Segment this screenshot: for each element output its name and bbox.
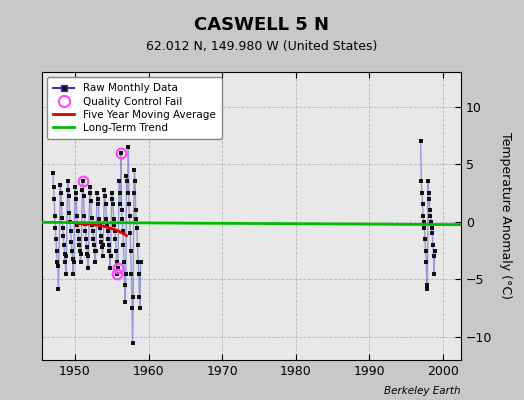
- Legend: Raw Monthly Data, Quality Control Fail, Five Year Moving Average, Long-Term Tren: Raw Monthly Data, Quality Control Fail, …: [47, 77, 222, 139]
- Text: 62.012 N, 149.980 W (United States): 62.012 N, 149.980 W (United States): [146, 40, 378, 53]
- Text: CASWELL 5 N: CASWELL 5 N: [194, 16, 330, 34]
- Text: Berkeley Earth: Berkeley Earth: [385, 386, 461, 396]
- Y-axis label: Temperature Anomaly (°C): Temperature Anomaly (°C): [499, 132, 512, 300]
